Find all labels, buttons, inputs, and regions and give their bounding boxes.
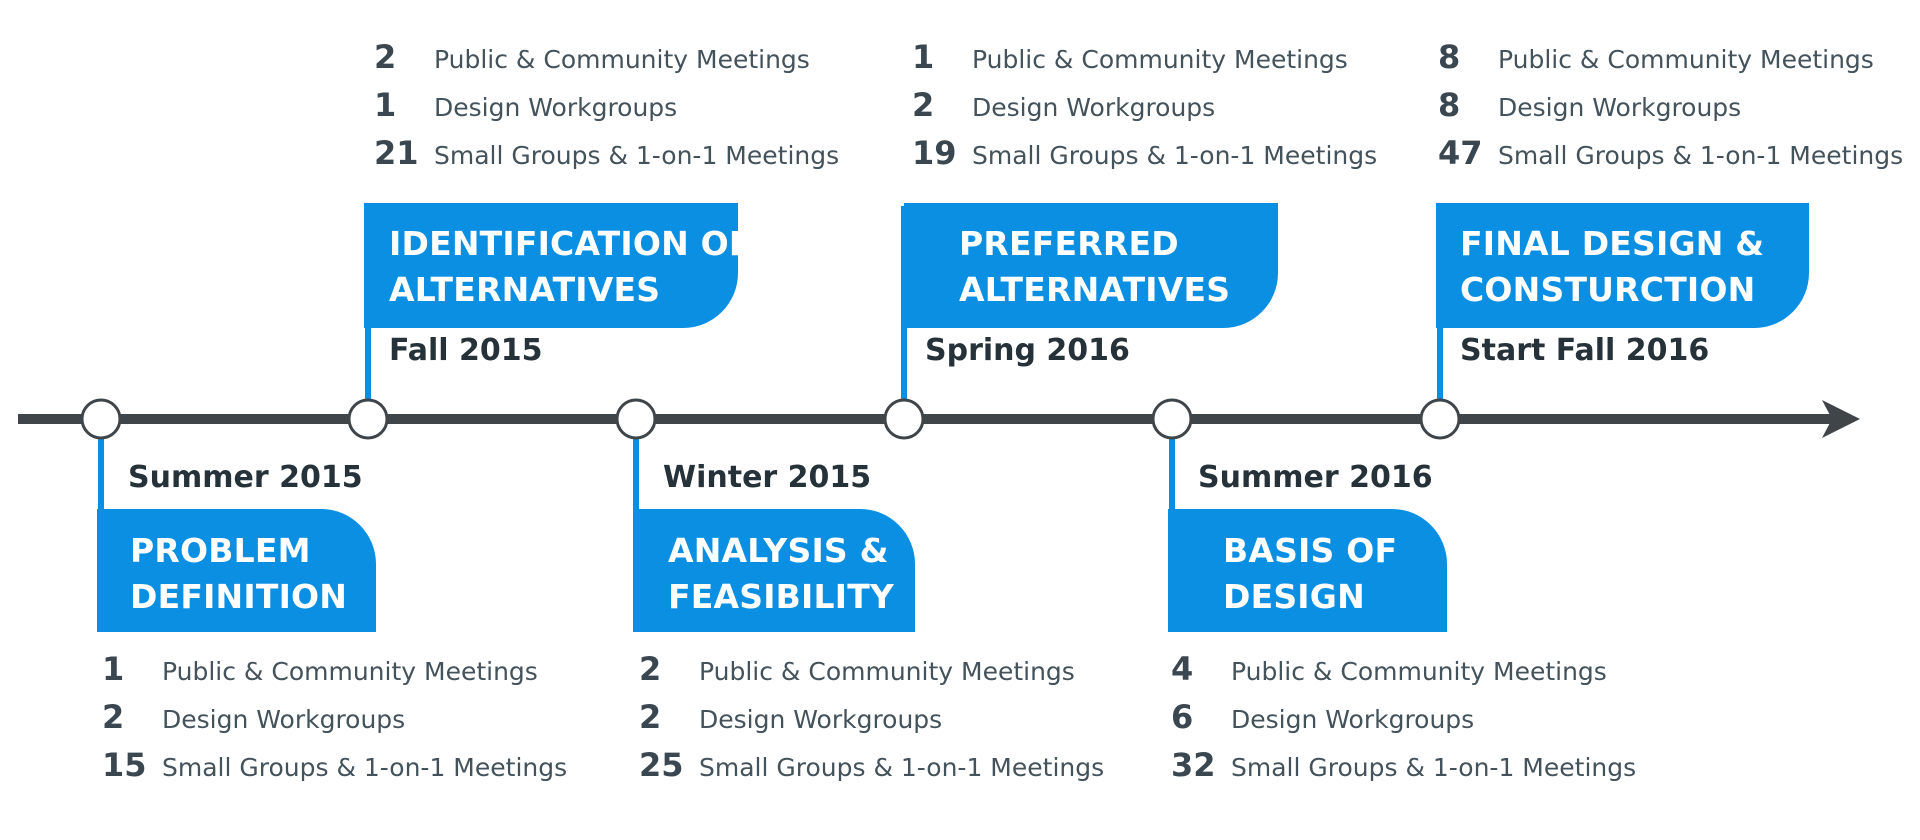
stat-row: 6 Design Workgroups bbox=[1171, 698, 1636, 746]
phase-title-line: CONSTURCTION bbox=[1460, 270, 1756, 309]
stat-value: 25 bbox=[639, 746, 684, 784]
stat-label: Design Workgroups bbox=[972, 93, 1216, 122]
phase-stats: 4 Public & Community Meetings 6 Design W… bbox=[1171, 650, 1636, 794]
stat-label: Public & Community Meetings bbox=[1231, 657, 1607, 686]
phase-title-line: FEASIBILITY bbox=[668, 577, 895, 616]
phase-stats: 2 Public & Community Meetings 2 Design W… bbox=[639, 650, 1104, 794]
stat-value: 19 bbox=[912, 134, 957, 172]
phase-title-line: IDENTIFICATION OF bbox=[389, 224, 752, 263]
phase-title-line: PREFERRED bbox=[959, 224, 1179, 263]
phase-title-line: DEFINITION bbox=[130, 577, 348, 616]
phase-title-flag: PREFERRED ALTERNATIVES bbox=[904, 203, 1278, 328]
phase-title-flag: PROBLEM DEFINITION bbox=[97, 509, 376, 632]
stat-label: Design Workgroups bbox=[1498, 93, 1742, 122]
stat-row: 1 Public & Community Meetings bbox=[912, 38, 1377, 86]
timeline-node bbox=[1151, 398, 1193, 440]
phase-title-flag: IDENTIFICATION OF ALTERNATIVES bbox=[364, 203, 752, 328]
stat-row: 2 Design Workgroups bbox=[912, 86, 1377, 134]
stat-value: 2 bbox=[639, 650, 662, 688]
stat-value: 32 bbox=[1171, 746, 1216, 784]
stat-value: 15 bbox=[102, 746, 147, 784]
timeline-node bbox=[615, 398, 657, 440]
stat-value: 2 bbox=[374, 38, 397, 76]
stat-row: 19 Small Groups & 1-on-1 Meetings bbox=[912, 134, 1377, 182]
stat-value: 2 bbox=[639, 698, 662, 736]
stat-row: 2 Public & Community Meetings bbox=[639, 650, 1104, 698]
phase-title-line: PROBLEM bbox=[130, 531, 311, 570]
stat-value: 2 bbox=[912, 86, 935, 124]
phase-date: Summer 2015 bbox=[128, 460, 363, 495]
stat-label: Small Groups & 1-on-1 Meetings bbox=[699, 753, 1105, 782]
stat-value: 1 bbox=[102, 650, 125, 688]
stat-label: Design Workgroups bbox=[699, 705, 943, 734]
phase-title-line: ANALYSIS & bbox=[668, 531, 889, 570]
phase-date: Start Fall 2016 bbox=[1460, 333, 1710, 368]
stat-value: 6 bbox=[1171, 698, 1194, 736]
phase-stats: 1 Public & Community Meetings 2 Design W… bbox=[102, 650, 567, 794]
timeline-arrowhead-icon bbox=[1822, 400, 1860, 438]
phase-stats: 1 Public & Community Meetings 2 Design W… bbox=[912, 38, 1377, 182]
stat-label: Design Workgroups bbox=[1231, 705, 1475, 734]
stat-value: 21 bbox=[374, 134, 419, 172]
phase-date: Winter 2015 bbox=[663, 460, 872, 495]
stat-row: 15 Small Groups & 1-on-1 Meetings bbox=[102, 746, 567, 794]
phase-title-line: ALTERNATIVES bbox=[389, 270, 661, 309]
stat-row: 2 Public & Community Meetings bbox=[374, 38, 839, 86]
phase-date: Summer 2016 bbox=[1198, 460, 1433, 495]
phase-title-line: BASIS OF bbox=[1223, 531, 1398, 570]
stat-label: Small Groups & 1-on-1 Meetings bbox=[434, 141, 840, 170]
stat-label: Public & Community Meetings bbox=[434, 45, 810, 74]
stat-label: Public & Community Meetings bbox=[972, 45, 1348, 74]
stat-row: 1 Public & Community Meetings bbox=[102, 650, 567, 698]
stat-row: 21 Small Groups & 1-on-1 Meetings bbox=[374, 134, 839, 182]
phase-date: Fall 2015 bbox=[389, 333, 543, 368]
stat-row: 8 Design Workgroups bbox=[1438, 86, 1903, 134]
phase-title-line: ALTERNATIVES bbox=[959, 270, 1231, 309]
stat-value: 4 bbox=[1171, 650, 1194, 688]
stat-value: 8 bbox=[1438, 86, 1461, 124]
phase-title-line: DESIGN bbox=[1223, 577, 1365, 616]
stat-row: 25 Small Groups & 1-on-1 Meetings bbox=[639, 746, 1104, 794]
phase-title-flag: ANALYSIS & FEASIBILITY bbox=[633, 509, 915, 632]
phase-title-flag: FINAL DESIGN & CONSTURCTION bbox=[1436, 203, 1809, 328]
stat-label: Public & Community Meetings bbox=[1498, 45, 1874, 74]
stat-row: 2 Design Workgroups bbox=[639, 698, 1104, 746]
stat-label: Small Groups & 1-on-1 Meetings bbox=[972, 141, 1378, 170]
phase-stats: 2 Public & Community Meetings 1 Design W… bbox=[374, 38, 839, 182]
stat-label: Public & Community Meetings bbox=[699, 657, 1075, 686]
phase-stats: 8 Public & Community Meetings 8 Design W… bbox=[1438, 38, 1903, 182]
stat-value: 8 bbox=[1438, 38, 1461, 76]
stat-row: 1 Design Workgroups bbox=[374, 86, 839, 134]
stat-value: 1 bbox=[374, 86, 397, 124]
phase-title-flag: BASIS OF DESIGN bbox=[1168, 509, 1447, 632]
phase-title-line: FINAL DESIGN & bbox=[1460, 224, 1765, 263]
stat-row: 47 Small Groups & 1-on-1 Meetings bbox=[1438, 134, 1903, 182]
stat-label: Design Workgroups bbox=[434, 93, 678, 122]
stat-row: 4 Public & Community Meetings bbox=[1171, 650, 1636, 698]
stat-row: 2 Design Workgroups bbox=[102, 698, 567, 746]
stat-label: Design Workgroups bbox=[162, 705, 406, 734]
phase-date: Spring 2016 bbox=[925, 333, 1130, 368]
stat-label: Public & Community Meetings bbox=[162, 657, 538, 686]
stat-value: 2 bbox=[102, 698, 125, 736]
timeline-node bbox=[80, 398, 122, 440]
stat-label: Small Groups & 1-on-1 Meetings bbox=[1231, 753, 1637, 782]
stat-row: 32 Small Groups & 1-on-1 Meetings bbox=[1171, 746, 1636, 794]
stat-row: 8 Public & Community Meetings bbox=[1438, 38, 1903, 86]
timeline-node bbox=[347, 398, 389, 440]
stat-label: Small Groups & 1-on-1 Meetings bbox=[162, 753, 568, 782]
stat-value: 47 bbox=[1438, 134, 1483, 172]
stat-value: 1 bbox=[912, 38, 935, 76]
timeline-node bbox=[1419, 398, 1461, 440]
timeline-node bbox=[883, 398, 925, 440]
stat-label: Small Groups & 1-on-1 Meetings bbox=[1498, 141, 1904, 170]
